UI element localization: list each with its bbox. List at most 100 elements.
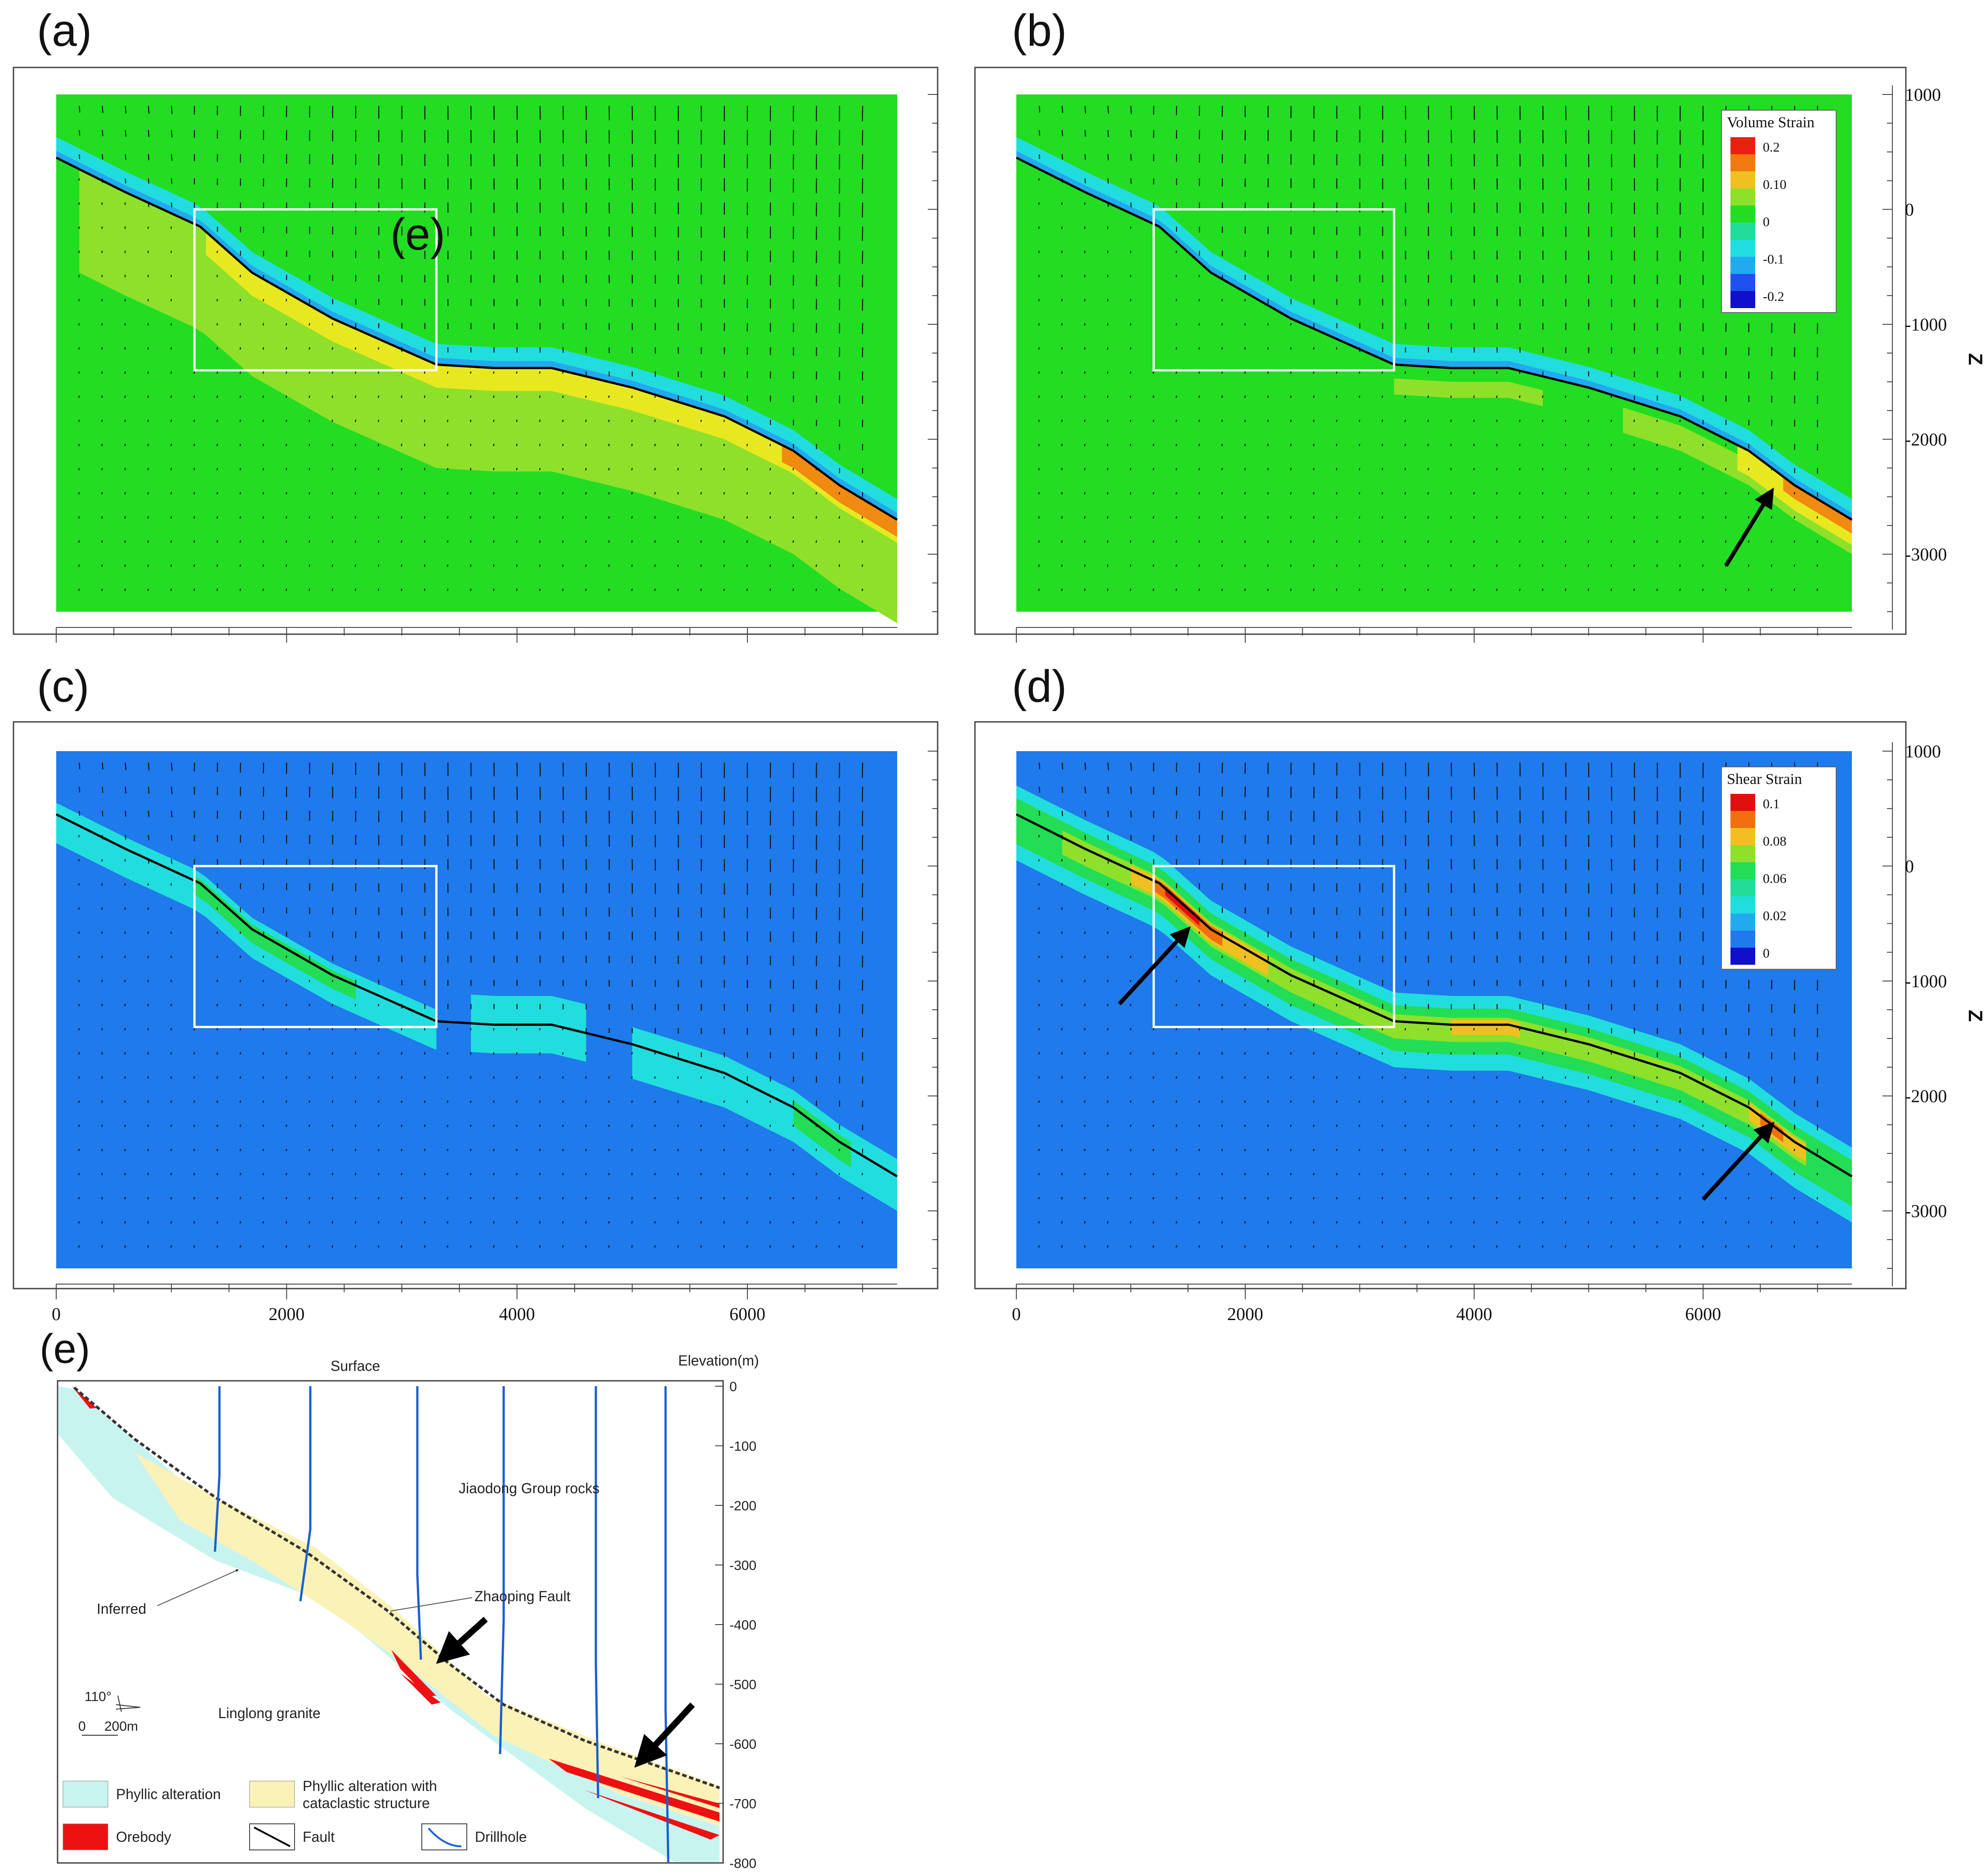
velocity-vector [263, 492, 264, 495]
drillhole [214, 1386, 221, 1552]
legend-swatch [1730, 948, 1755, 965]
velocity-vector [239, 323, 241, 326]
velocity-vector [401, 420, 402, 422]
velocity-vector [1084, 787, 1086, 793]
velocity-vector [470, 516, 472, 519]
velocity-vector [378, 1197, 380, 1200]
velocity-vector [470, 540, 472, 543]
velocity-vector [378, 1173, 380, 1176]
velocity-vector [239, 1004, 241, 1007]
velocity-vector [493, 1221, 495, 1224]
velocity-vector [815, 1197, 817, 1200]
velocity-vector [1359, 516, 1360, 519]
velocity-vector [1542, 420, 1543, 422]
velocity-vector [239, 443, 241, 447]
orebody [549, 1759, 720, 1822]
legend-swatch [249, 1781, 295, 1808]
velocity-vector [239, 1100, 241, 1103]
velocity-vector [1565, 1076, 1566, 1079]
velocity-vector [700, 443, 702, 447]
velocity-vector [862, 1245, 863, 1248]
velocity-vector [263, 1173, 264, 1176]
velocity-vector [378, 347, 380, 350]
velocity-vector [1816, 1173, 1818, 1176]
velocity-vector [447, 443, 449, 447]
fault-leader-line [390, 1597, 473, 1612]
velocity-vector [1565, 1052, 1566, 1055]
velocity-vector [700, 1245, 702, 1248]
velocity-vector [263, 564, 264, 567]
velocity-vector [216, 1052, 218, 1055]
velocity-vector [216, 1221, 218, 1224]
scale-zero: 0 [78, 1719, 86, 1734]
velocity-vector [1359, 1052, 1360, 1055]
velocity-vector [862, 588, 863, 591]
velocity-vector [1038, 106, 1041, 113]
legend-swatch [1730, 171, 1755, 188]
elevation-ticks: 0 -100 -200 -300 -400 -500 -600 -700 -800 [715, 1379, 756, 1871]
velocity-vector [378, 1028, 380, 1031]
legend-label: cataclastic structure [303, 1795, 430, 1811]
zhaoping-fault-trace [73, 1386, 720, 1789]
velocity-vector [401, 516, 402, 519]
velocity-vector [354, 443, 357, 447]
elevation-tick-label: -200 [729, 1499, 756, 1513]
orebody [585, 1790, 720, 1840]
velocity-vector [815, 1173, 817, 1176]
velocity-vector [331, 371, 333, 374]
velocity-vector [216, 1004, 218, 1007]
velocity-vector [308, 420, 310, 422]
velocity-vector [1770, 1221, 1772, 1224]
velocity-vector [354, 1197, 357, 1200]
velocity-vector [815, 1149, 817, 1151]
velocity-vector [239, 1149, 241, 1151]
panel-e-label: (e) [40, 1326, 90, 1372]
panel-c-label: (c) [37, 661, 89, 712]
velocity-vector [1587, 1149, 1589, 1151]
inset-label: (e) [390, 209, 445, 260]
velocity-vector [1816, 516, 1818, 519]
drillhole [499, 1386, 505, 1755]
shear-zone-low [632, 1027, 897, 1211]
inset-box [1152, 865, 1395, 1028]
velocity-vector [171, 130, 173, 138]
velocity-vector [239, 1173, 241, 1176]
legend-swatch [63, 1823, 108, 1850]
velocity-vector [493, 516, 495, 519]
velocity-vector [1359, 420, 1360, 422]
velocity-vector [79, 810, 80, 816]
velocity-vector [1084, 835, 1086, 840]
velocity-vector [1587, 564, 1589, 567]
velocity-vector [862, 1173, 863, 1176]
velocity-vector [447, 371, 449, 374]
velocity-vector [1084, 762, 1086, 770]
velocity-vector [354, 1221, 357, 1224]
velocity-vector [401, 1028, 402, 1031]
velocity-vector [1542, 564, 1543, 567]
velocity-vector [493, 588, 495, 591]
velocity-vector [308, 1100, 310, 1103]
inferred-label: Inferred [97, 1601, 146, 1617]
velocity-vector [354, 468, 357, 470]
velocity-vector [700, 1173, 702, 1176]
velocity-vector [308, 980, 310, 982]
velocity-vector [470, 1100, 472, 1103]
scale-length: 200m [104, 1719, 138, 1734]
panel-d-label: (d) [1012, 661, 1067, 712]
legend-swatch [1730, 206, 1755, 223]
velocity-vector [263, 1100, 264, 1103]
velocity-vector [1107, 178, 1109, 184]
velocity-vector [470, 420, 472, 422]
velocity-vector [1359, 395, 1360, 398]
shear-zone-low [1016, 785, 1852, 1222]
velocity-vector [378, 1124, 380, 1127]
velocity-vector [700, 1100, 702, 1103]
velocity-vector [838, 516, 840, 519]
velocity-vector [493, 443, 495, 447]
velocity-vector [263, 1221, 264, 1224]
rock-lower-label: Linglong granite [218, 1705, 321, 1721]
velocity-vector [1359, 1100, 1360, 1103]
velocity-vector [239, 955, 241, 958]
velocity-vector [308, 1124, 310, 1127]
velocity-vector [1542, 540, 1543, 543]
